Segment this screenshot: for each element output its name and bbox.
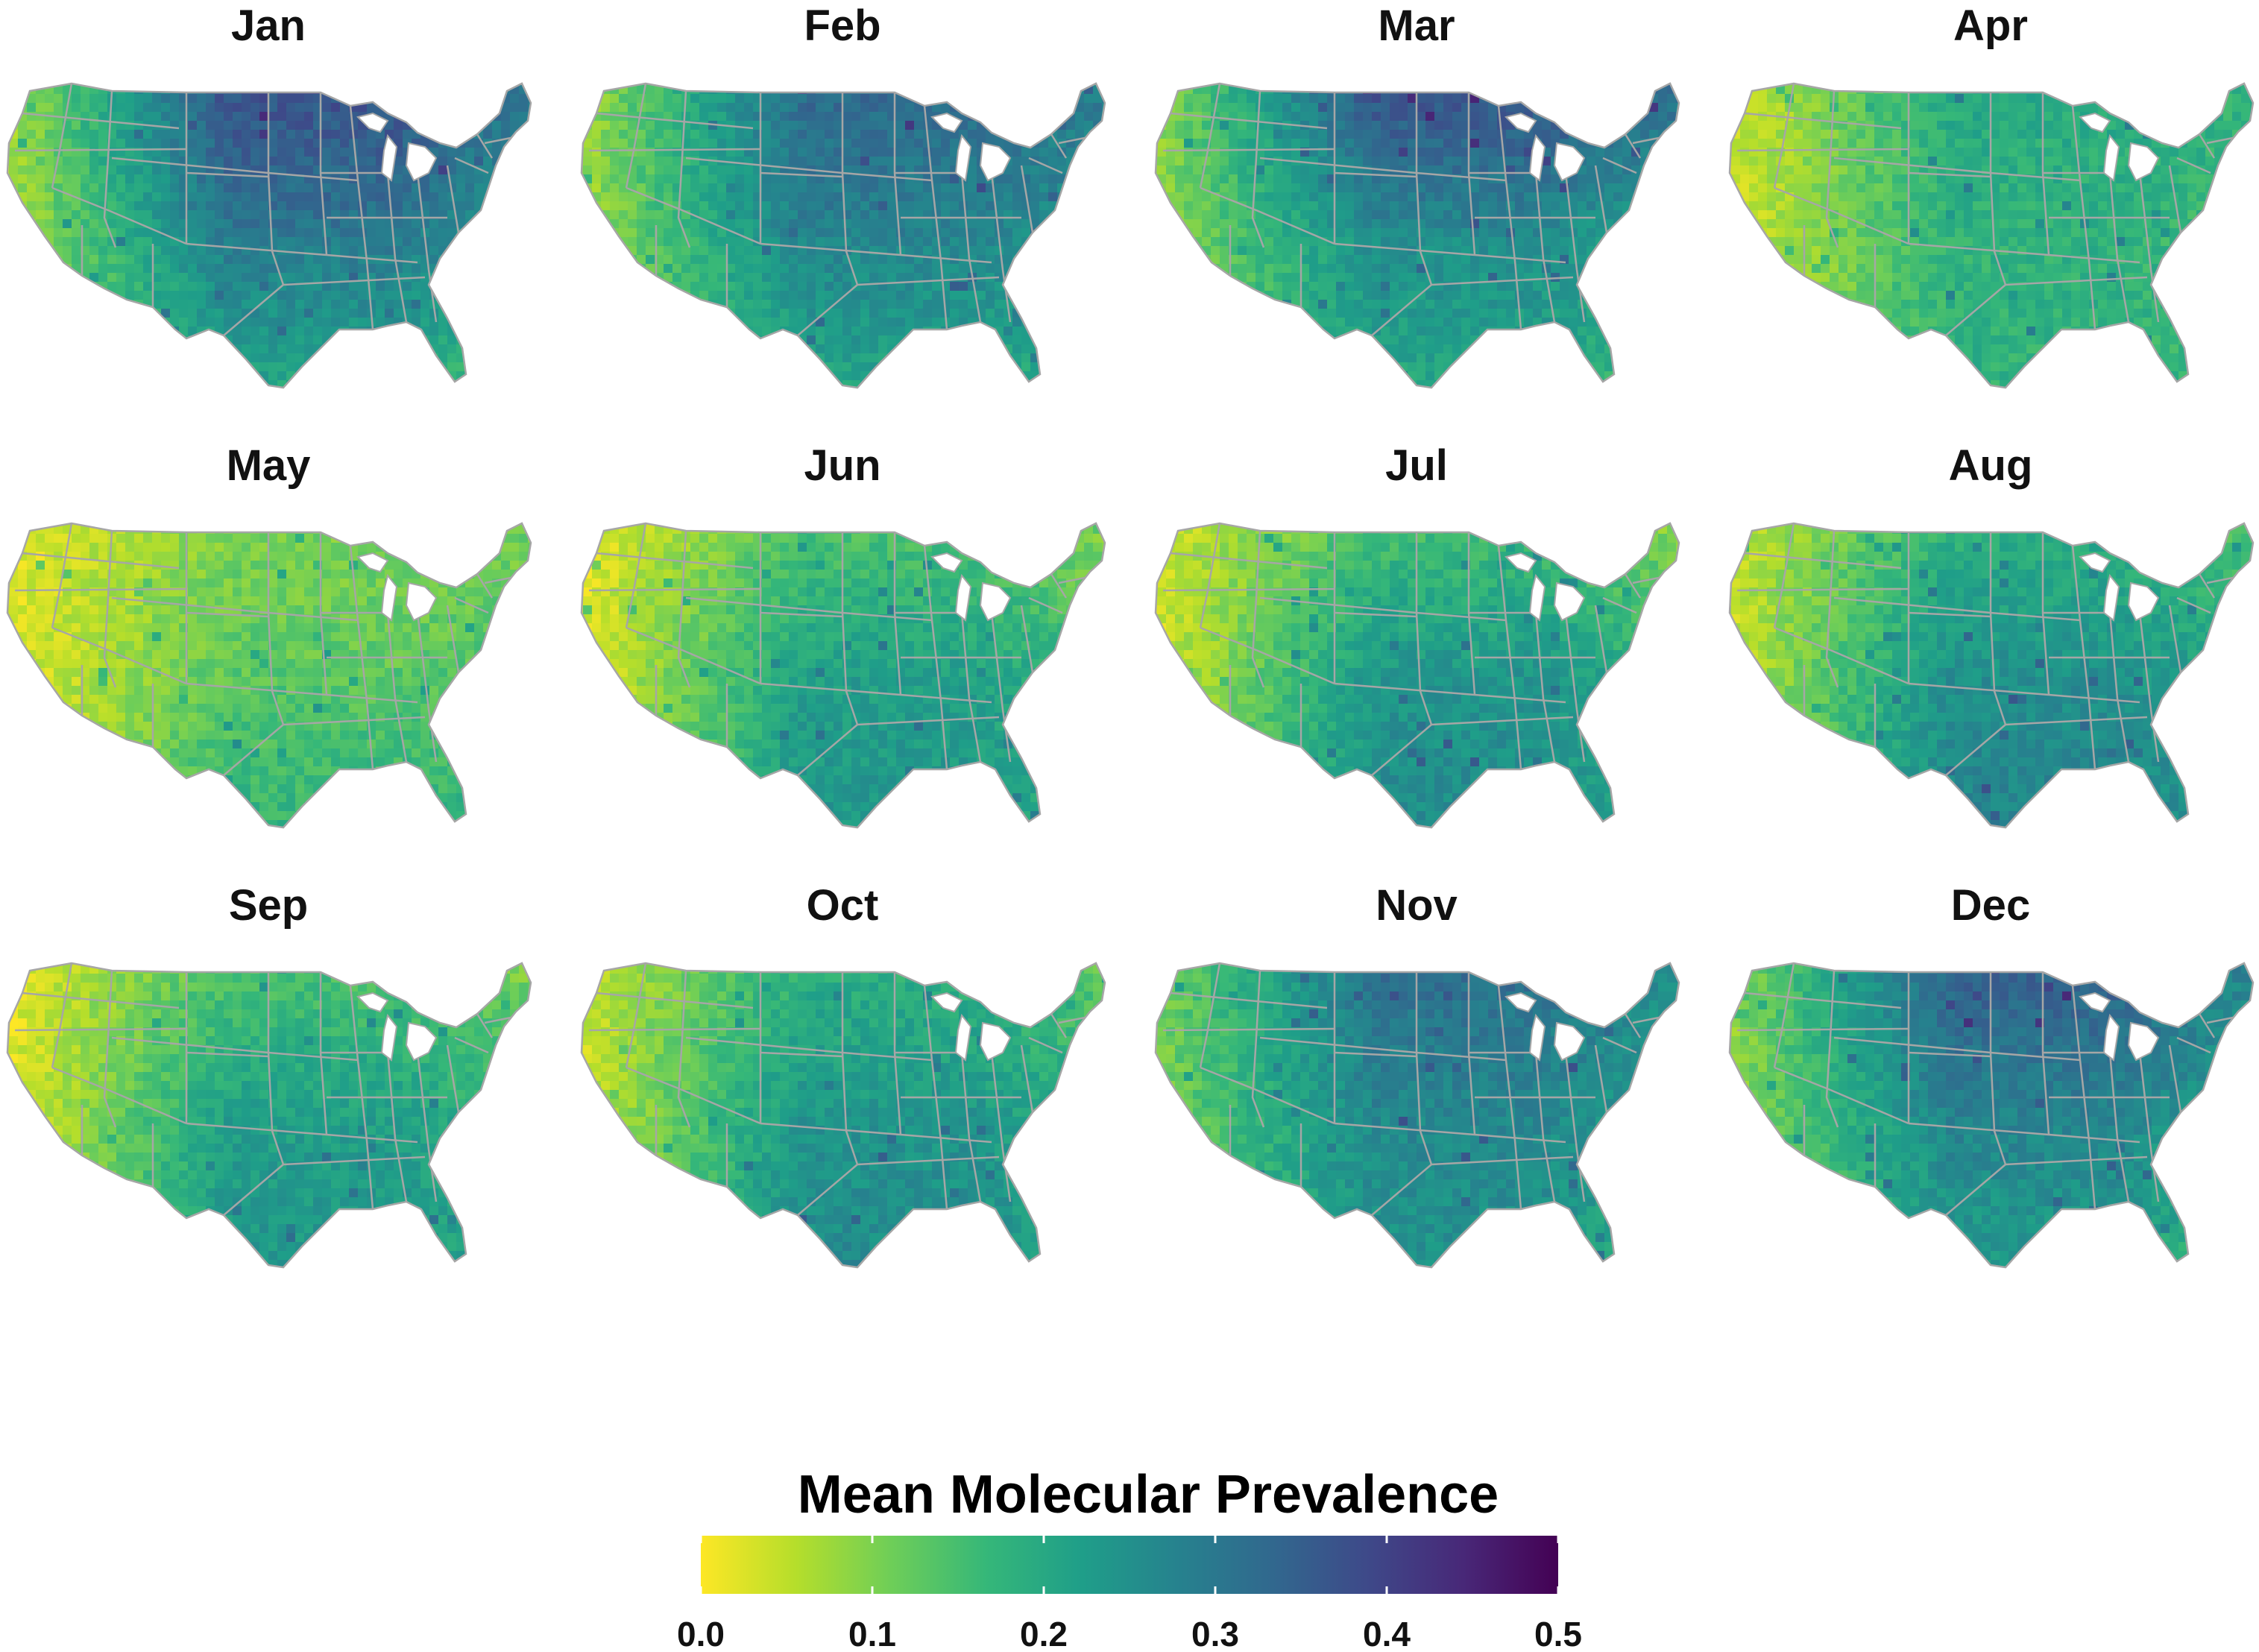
us-choropleth-map-feb xyxy=(580,82,1106,389)
panel-title-dec: Dec xyxy=(1722,880,2259,932)
map-panel-jun: Jun xyxy=(574,440,1111,857)
country-outline xyxy=(6,522,532,829)
great-lakes xyxy=(930,991,1012,1062)
us-choropleth-map-sep xyxy=(6,962,532,1269)
state-borders xyxy=(1736,523,2245,776)
map-panel-may: May xyxy=(0,440,537,857)
panel-title-sep: Sep xyxy=(0,880,537,932)
us-choropleth-map-nov xyxy=(1154,962,1680,1269)
us-choropleth-map-apr xyxy=(1728,82,2255,389)
country-outline xyxy=(1154,82,1680,389)
great-lakes xyxy=(356,552,438,622)
map-panel-mar: Mar xyxy=(1148,0,1685,417)
colorbar-tick-label: 0.1 xyxy=(848,1615,896,1652)
country-outline xyxy=(1154,962,1680,1269)
us-choropleth-map-dec xyxy=(1728,962,2255,1269)
us-choropleth-map-may xyxy=(6,522,532,829)
country-outline xyxy=(6,82,532,389)
panel-title-may: May xyxy=(0,440,537,492)
us-choropleth-map-aug xyxy=(1728,522,2255,829)
colorbar-legend: Mean Molecular Prevalence 0.0 0.1 0.2 0.3 0.… xyxy=(671,1461,1625,1652)
state-borders xyxy=(14,523,523,776)
map-panel-apr: Apr xyxy=(1722,0,2259,417)
country-outline xyxy=(1728,522,2255,829)
panel-title-oct: Oct xyxy=(574,880,1111,932)
map-panel-dec: Dec xyxy=(1722,880,2259,1297)
great-lakes xyxy=(1505,552,1586,622)
us-choropleth-map-mar xyxy=(1154,82,1680,389)
legend-title: Mean Molecular Prevalence xyxy=(671,1461,1625,1528)
great-lakes xyxy=(2079,112,2160,182)
panel-title-jun: Jun xyxy=(574,440,1111,492)
map-panel-jul: Jul xyxy=(1148,440,1685,857)
country-outline xyxy=(580,522,1106,829)
map-panel-oct: Oct xyxy=(574,880,1111,1297)
great-lakes xyxy=(356,112,438,182)
state-borders xyxy=(1736,83,2245,336)
panel-title-jan: Jan xyxy=(0,0,537,52)
map-panel-jan: Jan xyxy=(0,0,537,417)
colorbar-gradient xyxy=(701,1536,1558,1594)
country-outline xyxy=(1728,82,2255,389)
us-choropleth-map-oct xyxy=(580,962,1106,1269)
state-borders xyxy=(588,83,1097,336)
state-borders xyxy=(1162,963,1671,1216)
colorbar-tick-label: 0.2 xyxy=(1020,1615,1068,1652)
colorbar: 0.0 0.1 0.2 0.3 0.4 0.5 xyxy=(677,1536,1582,1652)
panel-title-mar: Mar xyxy=(1148,0,1685,52)
us-choropleth-map-jan xyxy=(6,82,532,389)
country-outline xyxy=(6,962,532,1269)
country-outline xyxy=(580,82,1106,389)
map-panel-nov: Nov xyxy=(1148,880,1685,1297)
panel-title-apr: Apr xyxy=(1722,0,2259,52)
great-lakes xyxy=(356,991,438,1062)
colorbar-tick-label: 0.5 xyxy=(1534,1615,1582,1652)
state-borders xyxy=(588,963,1097,1216)
country-outline xyxy=(580,962,1106,1269)
great-lakes xyxy=(2079,991,2160,1062)
state-borders xyxy=(1162,523,1671,776)
colorbar-tick-label: 0.4 xyxy=(1363,1615,1411,1652)
colorbar-tick-label: 0.3 xyxy=(1191,1615,1239,1652)
us-choropleth-map-jul xyxy=(1154,522,1680,829)
great-lakes xyxy=(1505,112,1586,182)
country-outline xyxy=(1728,962,2255,1269)
panel-title-nov: Nov xyxy=(1148,880,1685,932)
state-borders xyxy=(1162,83,1671,336)
panel-title-feb: Feb xyxy=(574,0,1111,52)
great-lakes xyxy=(2079,552,2160,622)
great-lakes xyxy=(1505,991,1586,1062)
us-choropleth-map-jun xyxy=(580,522,1106,829)
state-borders xyxy=(1736,963,2245,1216)
great-lakes xyxy=(930,552,1012,622)
map-panel-feb: Feb xyxy=(574,0,1111,417)
map-panel-aug: Aug xyxy=(1722,440,2259,857)
state-borders xyxy=(14,963,523,1216)
map-panel-sep: Sep xyxy=(0,880,537,1297)
state-borders xyxy=(14,83,523,336)
state-borders xyxy=(588,523,1097,776)
small-multiples-grid: Jan Feb Mar Apr May Jun Jul Aug Sep Oct Nov Dec xyxy=(0,0,2259,1297)
country-outline xyxy=(1154,522,1680,829)
panel-title-aug: Aug xyxy=(1722,440,2259,492)
colorbar-tick-label: 0.0 xyxy=(677,1615,725,1652)
panel-title-jul: Jul xyxy=(1148,440,1685,492)
great-lakes xyxy=(930,112,1012,182)
